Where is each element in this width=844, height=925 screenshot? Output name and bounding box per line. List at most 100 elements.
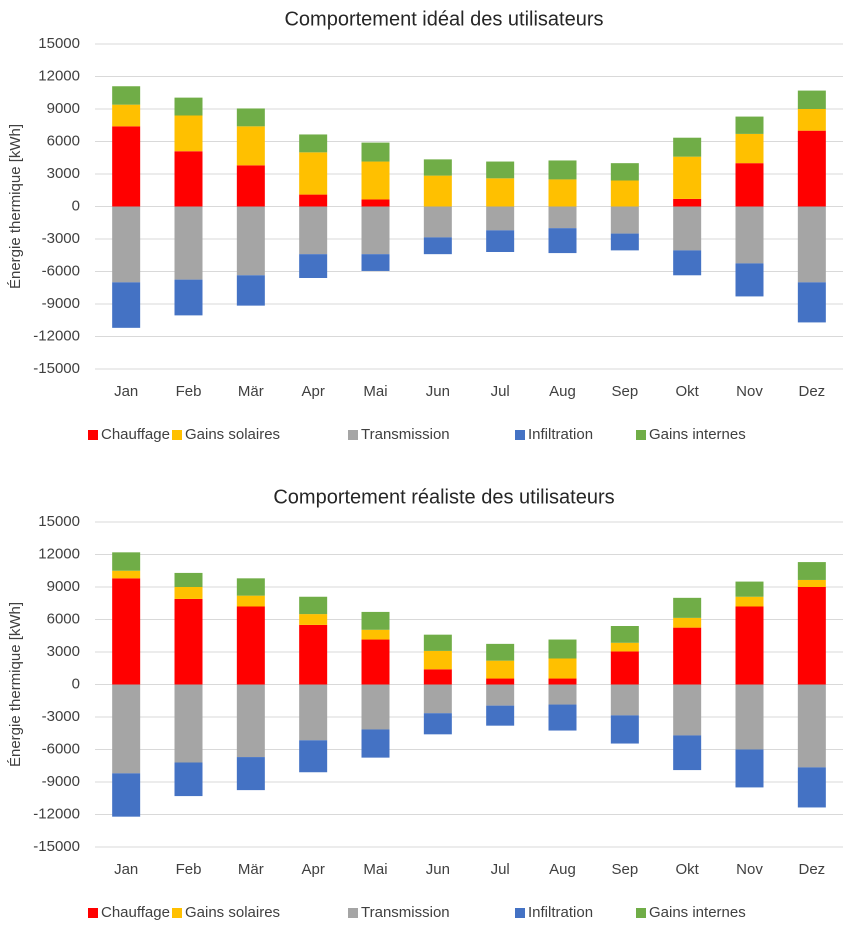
legend-swatch bbox=[636, 908, 646, 918]
bar-segment bbox=[797, 587, 826, 685]
bar-segment bbox=[548, 160, 577, 180]
bar-segment bbox=[361, 684, 390, 730]
bar-segment bbox=[112, 773, 141, 817]
bar-segment bbox=[735, 116, 764, 134]
bar-segment bbox=[797, 562, 826, 580]
bar-segment bbox=[423, 669, 452, 685]
legend-label: Infiltration bbox=[528, 426, 593, 443]
x-tick-label: Jun bbox=[426, 861, 450, 878]
bar-segment bbox=[361, 254, 390, 271]
x-tick-label: Mai bbox=[363, 383, 387, 400]
bar-segment bbox=[548, 179, 577, 207]
y-tick-label: 15000 bbox=[38, 513, 80, 530]
bar-segment bbox=[735, 133, 764, 164]
bar-segment bbox=[174, 684, 203, 763]
y-tick-label: 15000 bbox=[38, 35, 80, 52]
y-tick-label: 3000 bbox=[47, 165, 80, 182]
bar-segment bbox=[361, 199, 390, 207]
bar-segment bbox=[174, 572, 203, 587]
bar-segment bbox=[735, 163, 764, 207]
bar-segment bbox=[548, 658, 577, 679]
bar-segment bbox=[299, 624, 328, 685]
y-tick-label: 6000 bbox=[47, 132, 80, 149]
x-tick-label: Sep bbox=[611, 383, 638, 400]
bar-segment bbox=[174, 598, 203, 685]
bar-segment bbox=[735, 749, 764, 788]
bar-segment bbox=[174, 587, 203, 599]
bar-segment bbox=[610, 206, 639, 234]
y-tick-label: -12000 bbox=[33, 805, 80, 822]
y-tick-label: -9000 bbox=[42, 295, 80, 312]
bar-segment bbox=[174, 279, 203, 316]
bar-segment bbox=[797, 90, 826, 109]
x-tick-label: Jan bbox=[114, 861, 138, 878]
bar-segment bbox=[112, 684, 141, 774]
bar-segment bbox=[236, 578, 265, 596]
legend-swatch bbox=[172, 430, 182, 440]
legend-label: Chauffage bbox=[101, 426, 170, 443]
bar-segment bbox=[236, 108, 265, 127]
bar-segment bbox=[486, 684, 515, 706]
bar-segment bbox=[610, 233, 639, 251]
legend-swatch bbox=[348, 908, 358, 918]
chart-title: Comportement idéal des utilisateurs bbox=[284, 8, 603, 30]
y-tick-label: -15000 bbox=[33, 838, 80, 855]
bar-segment bbox=[423, 159, 452, 176]
bar-segment bbox=[174, 762, 203, 797]
bar-segment bbox=[673, 684, 702, 736]
x-tick-label: Sep bbox=[611, 861, 638, 878]
bar-segment bbox=[548, 228, 577, 254]
bar-segment bbox=[299, 740, 328, 773]
x-tick-label: Apr bbox=[301, 861, 324, 878]
x-tick-label: Mai bbox=[363, 861, 387, 878]
bar-segment bbox=[610, 180, 639, 207]
legend-label: Gains solaires bbox=[185, 426, 280, 443]
bar-segment bbox=[112, 206, 141, 283]
x-tick-label: Mär bbox=[238, 861, 264, 878]
bar-segment bbox=[486, 643, 515, 661]
legend-label: Chauffage bbox=[101, 904, 170, 921]
legend-label: Gains solaires bbox=[185, 904, 280, 921]
bar-segment bbox=[797, 579, 826, 587]
bar-segment bbox=[735, 581, 764, 597]
bar-segment bbox=[548, 639, 577, 659]
bar-segment bbox=[548, 684, 577, 705]
bar-segment bbox=[673, 156, 702, 199]
bar-segment bbox=[486, 660, 515, 679]
y-tick-label: 12000 bbox=[38, 67, 80, 84]
x-tick-label: Nov bbox=[736, 861, 763, 878]
bar-segment bbox=[673, 617, 702, 628]
bar-segment bbox=[299, 206, 328, 255]
bar-segment bbox=[673, 206, 702, 251]
bar-segment bbox=[174, 97, 203, 116]
y-tick-label: 6000 bbox=[47, 610, 80, 627]
x-tick-label: Nov bbox=[736, 383, 763, 400]
legend-swatch bbox=[172, 908, 182, 918]
bar-segment bbox=[174, 115, 203, 152]
bar-segment bbox=[735, 684, 764, 750]
bar-segment bbox=[797, 684, 826, 768]
bar-segment bbox=[112, 552, 141, 571]
y-tick-label: 12000 bbox=[38, 545, 80, 562]
x-tick-label: Jun bbox=[426, 383, 450, 400]
y-tick-label: -6000 bbox=[42, 740, 80, 757]
bar-segment bbox=[486, 705, 515, 726]
bar-segment bbox=[112, 104, 141, 127]
bar-segment bbox=[423, 175, 452, 207]
bar-segment bbox=[299, 134, 328, 153]
bar-segment bbox=[112, 578, 141, 685]
y-tick-label: 0 bbox=[72, 675, 80, 692]
bar-segment bbox=[673, 198, 702, 207]
bar-segment bbox=[735, 606, 764, 685]
bar-segment bbox=[548, 678, 577, 685]
bar-segment bbox=[486, 678, 515, 685]
x-tick-label: Apr bbox=[301, 383, 324, 400]
bar-segment bbox=[236, 126, 265, 166]
bar-segment bbox=[797, 282, 826, 323]
bar-segment bbox=[112, 126, 141, 207]
bar-segment bbox=[797, 206, 826, 283]
bar-segment bbox=[610, 715, 639, 744]
bar-segment bbox=[797, 109, 826, 131]
legend-swatch bbox=[515, 430, 525, 440]
